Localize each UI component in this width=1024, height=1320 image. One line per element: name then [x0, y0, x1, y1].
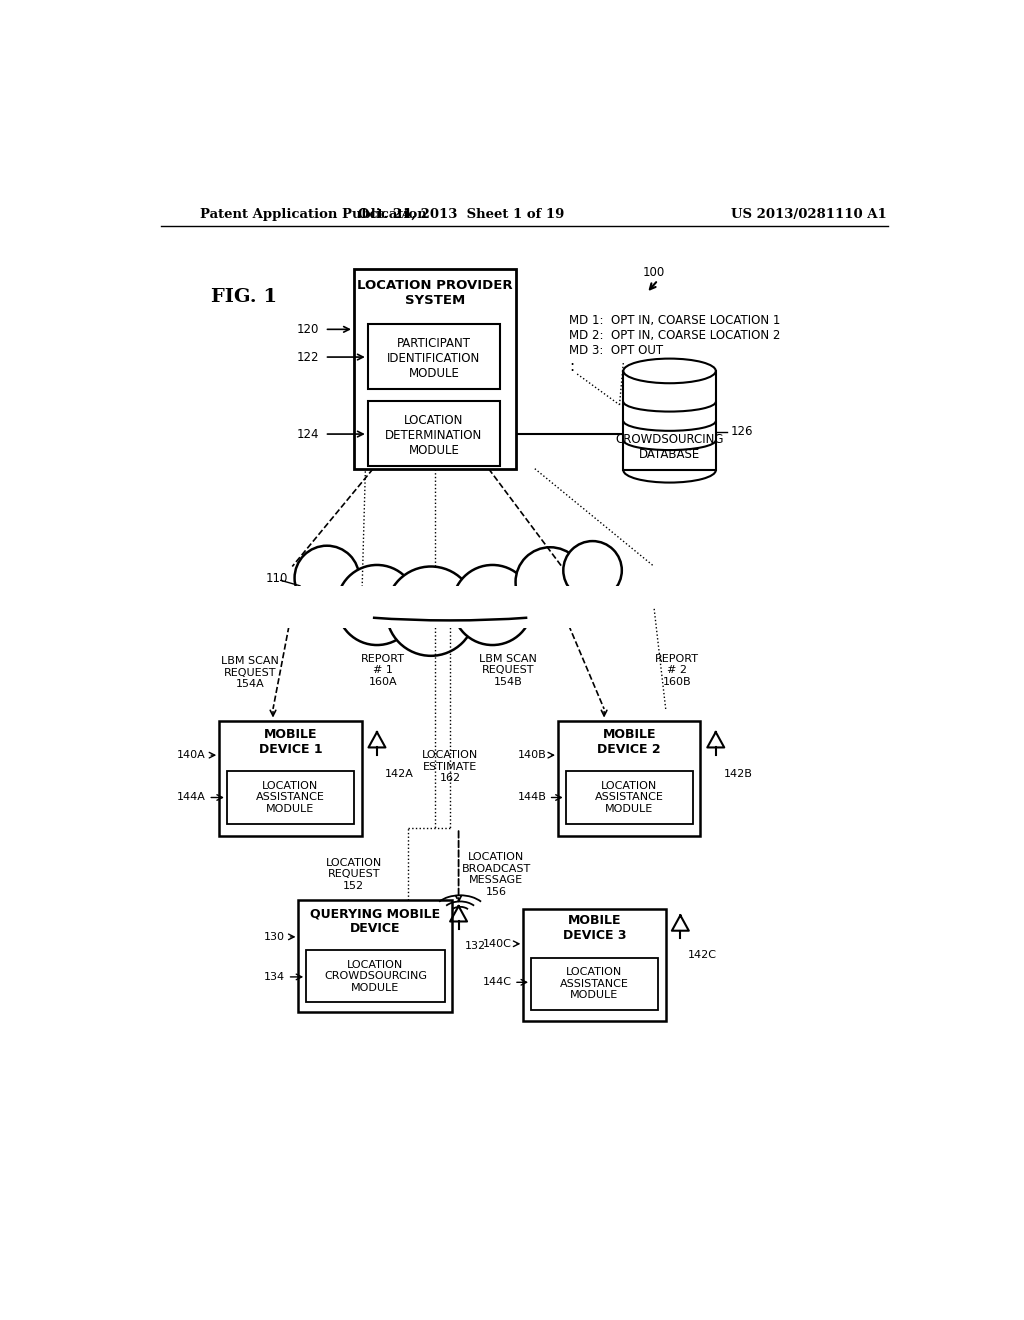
Text: 144B: 144B — [517, 792, 547, 803]
Bar — [368, 323, 500, 389]
Text: Patent Application Publication: Patent Application Publication — [200, 209, 427, 222]
Text: 140A: 140A — [177, 750, 206, 760]
Bar — [306, 950, 444, 1002]
Bar — [624, 371, 716, 470]
Text: US 2013/0281110 A1: US 2013/0281110 A1 — [731, 209, 887, 222]
Bar — [298, 900, 453, 1011]
Text: 126: 126 — [731, 425, 754, 438]
Text: LOCATION
BROADCAST
MESSAGE
156: LOCATION BROADCAST MESSAGE 156 — [462, 853, 530, 896]
Text: LOCATION PROVIDER
SYSTEM: LOCATION PROVIDER SYSTEM — [357, 279, 513, 308]
Text: FIG. 1: FIG. 1 — [212, 288, 278, 306]
Text: LOCATION
DETERMINATION
MODULE: LOCATION DETERMINATION MODULE — [385, 414, 482, 458]
Text: LBM SCAN
REQUEST
154A: LBM SCAN REQUEST 154A — [221, 656, 279, 689]
Text: 140B: 140B — [517, 750, 547, 760]
Text: LOCATION
ASSISTANCE
MODULE: LOCATION ASSISTANCE MODULE — [595, 781, 664, 814]
Text: QUERYING MOBILE
DEVICE: QUERYING MOBILE DEVICE — [310, 907, 440, 936]
Circle shape — [386, 566, 475, 656]
Text: :: : — [569, 359, 574, 374]
Text: Oct. 24, 2013  Sheet 1 of 19: Oct. 24, 2013 Sheet 1 of 19 — [358, 209, 565, 222]
Text: 144A: 144A — [177, 792, 206, 803]
Bar — [565, 771, 692, 825]
Text: 100: 100 — [643, 265, 666, 279]
Text: MOBILE
DEVICE 2: MOBILE DEVICE 2 — [597, 729, 660, 756]
Text: 142B: 142B — [724, 770, 753, 779]
Circle shape — [563, 541, 622, 599]
Text: 130: 130 — [263, 932, 285, 942]
Circle shape — [337, 565, 417, 645]
Text: 134: 134 — [263, 972, 285, 982]
Text: MOBILE
DEVICE 1: MOBILE DEVICE 1 — [258, 729, 323, 756]
Text: REPORT
# 2
160B: REPORT # 2 160B — [655, 653, 699, 686]
Bar — [219, 721, 361, 836]
Text: LOCATION
ASSISTANCE
MODULE: LOCATION ASSISTANCE MODULE — [256, 781, 325, 814]
Text: LOCATION
ASSISTANCE
MODULE: LOCATION ASSISTANCE MODULE — [560, 968, 629, 1001]
Bar — [523, 909, 666, 1020]
Text: PARTICIPANT
IDENTIFICATION
MODULE: PARTICIPANT IDENTIFICATION MODULE — [387, 338, 480, 380]
Text: MD 2:  OPT IN, COARSE LOCATION 2: MD 2: OPT IN, COARSE LOCATION 2 — [569, 329, 781, 342]
Text: REPORT
# 1
160A: REPORT # 1 160A — [361, 653, 406, 686]
Circle shape — [453, 565, 532, 645]
Bar — [226, 771, 354, 825]
Bar — [368, 401, 500, 466]
Bar — [261, 586, 639, 628]
Text: 110: 110 — [265, 572, 288, 585]
Ellipse shape — [624, 359, 716, 383]
Text: LBM SCAN
REQUEST
154B: LBM SCAN REQUEST 154B — [479, 653, 537, 686]
Text: MOBILE
DEVICE 3: MOBILE DEVICE 3 — [563, 915, 627, 942]
Text: LOCATION
CROWDSOURCING
MODULE: LOCATION CROWDSOURCING MODULE — [324, 960, 427, 993]
Text: 124: 124 — [297, 428, 319, 441]
Text: 132: 132 — [465, 941, 485, 952]
Text: 120: 120 — [297, 323, 319, 335]
Text: MD 1:  OPT IN, COARSE LOCATION 1: MD 1: OPT IN, COARSE LOCATION 1 — [569, 314, 781, 326]
Bar — [531, 958, 658, 1010]
Text: LOCATION
REQUEST
152: LOCATION REQUEST 152 — [326, 858, 382, 891]
Bar — [354, 268, 515, 469]
Text: CROWDSOURCING
DATABASE: CROWDSOURCING DATABASE — [615, 433, 724, 461]
Text: 142C: 142C — [688, 950, 717, 961]
Text: MD 3:  OPT OUT: MD 3: OPT OUT — [569, 345, 664, 358]
Text: 122: 122 — [297, 351, 319, 363]
Bar — [558, 721, 700, 836]
Text: 144C: 144C — [482, 977, 512, 987]
Text: 140C: 140C — [483, 939, 512, 949]
Circle shape — [295, 545, 359, 610]
Circle shape — [515, 548, 585, 616]
Text: 142A: 142A — [385, 770, 414, 779]
Text: LOCATION
ESTIMATE
162: LOCATION ESTIMATE 162 — [422, 750, 478, 783]
